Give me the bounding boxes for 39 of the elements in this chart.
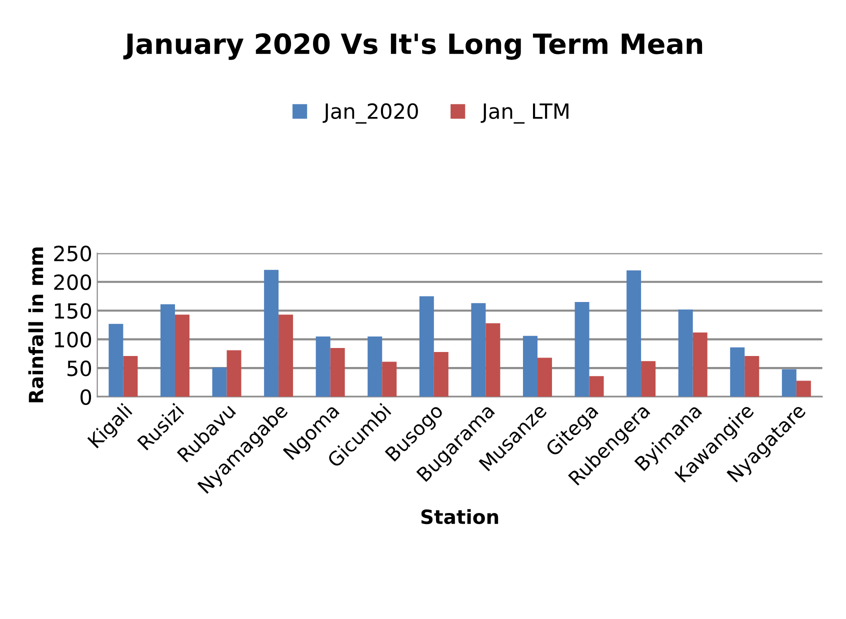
y-tick-label: 0 [80, 389, 92, 405]
bar [330, 348, 345, 397]
bar [537, 358, 552, 397]
bar [589, 376, 604, 397]
y-axis-title: Rainfall in mm [28, 247, 44, 402]
bar [522, 336, 538, 397]
y-tick-label: 200 [54, 274, 92, 290]
bar [160, 304, 175, 397]
legend-label: Jan_ LTM [480, 104, 568, 124]
bar [730, 347, 745, 397]
bar [174, 314, 190, 397]
y-tick-label: 100 [54, 332, 92, 348]
bar [212, 367, 227, 397]
bar [264, 270, 279, 397]
bar [796, 380, 811, 397]
bar [641, 361, 656, 397]
bar [626, 270, 642, 397]
bar [471, 303, 486, 397]
y-tick-label: 150 [54, 303, 92, 319]
y-tick-label: 250 [54, 246, 92, 262]
bar [744, 356, 760, 397]
bar [678, 309, 693, 397]
bar [278, 314, 294, 397]
bar [226, 350, 242, 397]
bar [486, 323, 500, 397]
y-tick-label: 50 [68, 360, 92, 376]
bar [782, 369, 796, 397]
bar [382, 362, 397, 397]
bar [574, 302, 590, 397]
legend-label: Jan_2020 [322, 103, 418, 124]
bar [434, 352, 448, 397]
bar [419, 296, 434, 397]
x-axis-title: Station [421, 509, 498, 524]
chart-title: January 2020 Vs It's Long Term Mean [123, 33, 702, 60]
bar [108, 324, 124, 397]
bar [368, 336, 382, 397]
bar [123, 356, 138, 397]
bar [316, 336, 330, 397]
bar [692, 332, 708, 397]
